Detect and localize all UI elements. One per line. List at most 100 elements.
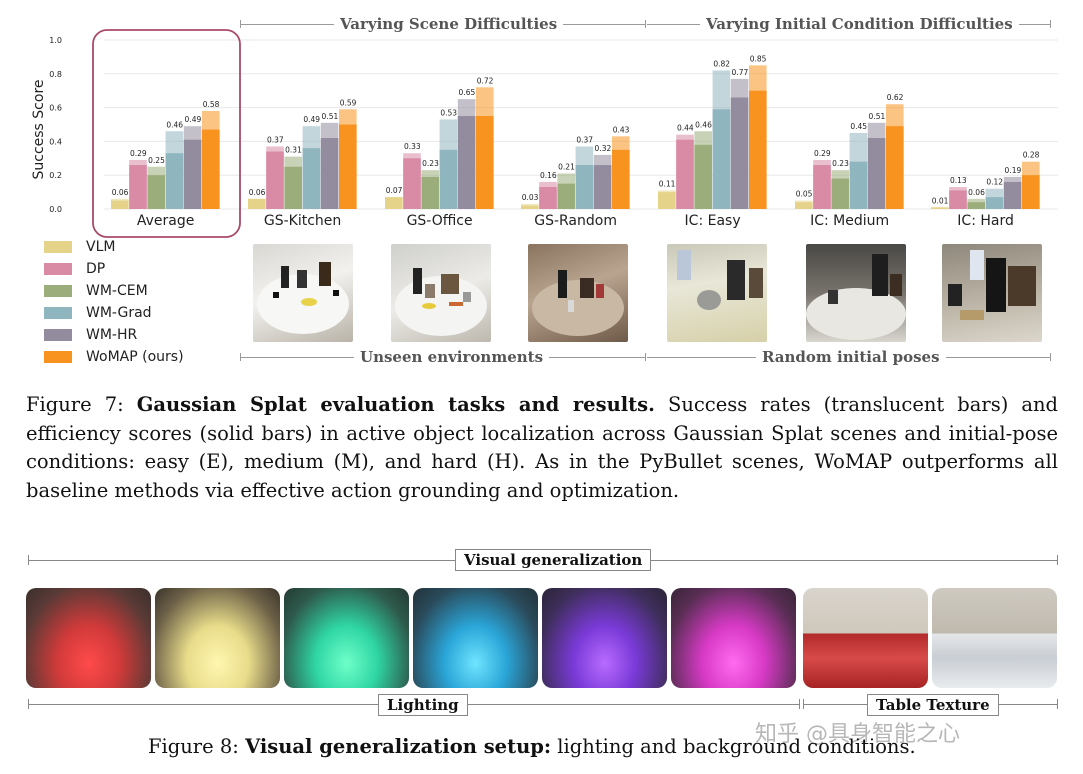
figure-8-title: Visual generalization setup: <box>245 735 552 758</box>
section-tick <box>645 353 646 361</box>
bar-efficiency <box>694 144 712 209</box>
thumbnail-gs-kitchen <box>253 244 353 342</box>
bar-efficiency <box>867 138 886 209</box>
legend-item: VLM <box>44 236 184 258</box>
data-label: 0.29 <box>814 149 831 158</box>
legend-label: WM-CEM <box>86 283 148 299</box>
bar-efficiency <box>521 205 539 209</box>
bar-efficiency <box>421 176 439 209</box>
data-label: 0.37 <box>576 135 593 144</box>
bar-efficiency <box>385 197 403 209</box>
data-label: 0.11 <box>659 179 676 188</box>
bar-efficiency <box>320 138 339 209</box>
category-label: IC: Easy <box>685 213 741 229</box>
bar-efficiency <box>457 116 476 209</box>
data-label: 0.12 <box>986 178 1003 187</box>
y-tick-label: 0.4 <box>49 137 62 146</box>
watermark: 知乎 @具身智能之心 <box>755 722 960 747</box>
category-label: GS-Random <box>534 213 617 229</box>
data-label: 0.01 <box>932 196 949 205</box>
section-label-unseen: Unseen environments <box>354 348 550 366</box>
legend-swatch <box>44 241 72 253</box>
bracket-tick <box>28 555 29 565</box>
thumbnail-gs-office <box>391 244 491 342</box>
lighting-photo-magenta <box>671 588 796 688</box>
y-tick-label: 0.2 <box>49 171 62 180</box>
section-label-initial: Varying Initial Condition Difficulties <box>700 15 1019 33</box>
data-label: 0.03 <box>522 193 539 202</box>
figure-8-caption: Figure 8: Visual generalization setup: l… <box>148 733 968 762</box>
data-label: 0.16 <box>540 171 557 180</box>
data-label: 0.31 <box>285 146 302 155</box>
data-label: 0.05 <box>796 190 813 199</box>
legend-item: WM-CEM <box>44 280 184 302</box>
bar-efficiency <box>403 158 421 209</box>
data-label: 0.53 <box>440 108 457 117</box>
data-label: 0.58 <box>203 100 220 109</box>
data-label: 0.72 <box>477 76 494 85</box>
bracket-tick <box>1057 699 1058 709</box>
bar-efficiency <box>831 178 849 209</box>
bar-efficiency <box>676 139 694 209</box>
thumbnail-gs-random <box>528 244 628 342</box>
data-label: 0.77 <box>732 68 749 77</box>
section-tick <box>240 20 241 28</box>
data-label: 0.62 <box>887 93 904 102</box>
section-tick <box>1050 353 1051 361</box>
y-tick-label: 1.0 <box>49 36 62 45</box>
bar-efficiency <box>575 165 594 209</box>
category-label: GS-Kitchen <box>264 213 341 229</box>
data-label: 0.29 <box>130 149 147 158</box>
category-label: GS-Office <box>407 213 473 229</box>
bar-efficiency <box>985 197 1004 209</box>
data-label: 0.21 <box>558 163 575 172</box>
lighting-photo-purple <box>542 588 667 688</box>
data-label: 0.06 <box>112 188 129 197</box>
chart-legend: VLM DP WM-CEM WM-Grad WM-HR WoMAP (ours) <box>44 236 184 368</box>
bar-efficiency <box>712 109 731 209</box>
lighting-label: Lighting <box>378 694 468 716</box>
bar-efficiency <box>539 187 557 209</box>
bar-efficiency <box>795 202 813 209</box>
data-label: 0.51 <box>322 112 339 121</box>
data-label: 0.28 <box>1023 151 1040 160</box>
bar-efficiency <box>248 198 266 209</box>
bar-efficiency <box>147 175 165 209</box>
legend-swatch <box>44 351 72 363</box>
figure-7-body: Success rates (translucent bars) and eff… <box>26 393 1059 502</box>
data-label: 0.06 <box>249 188 266 197</box>
section-label-random: Random initial poses <box>756 348 946 366</box>
bar-efficiency <box>266 151 284 209</box>
legend-swatch <box>44 307 72 319</box>
data-label: 0.13 <box>950 176 967 185</box>
bar-efficiency <box>557 183 575 209</box>
data-label: 0.23 <box>422 159 439 168</box>
data-label: 0.65 <box>459 88 476 97</box>
data-label: 0.44 <box>677 124 694 133</box>
thumbnail-ic-hard <box>942 244 1042 342</box>
lighting-photo-red <box>26 588 151 688</box>
bar-efficiency <box>339 124 357 209</box>
data-label: 0.46 <box>695 120 712 129</box>
thumbnail-ic-medium <box>806 244 906 342</box>
legend-swatch <box>44 263 72 275</box>
data-label: 0.23 <box>832 159 849 168</box>
section-label-scene: Varying Scene Difficulties <box>334 15 564 33</box>
figure-8-body: lighting and background conditions. <box>557 735 916 758</box>
data-label: 0.85 <box>750 54 767 63</box>
legend-label: WM-HR <box>86 327 138 343</box>
section-tick <box>240 353 241 361</box>
bar-efficiency <box>1022 175 1040 209</box>
legend-label: DP <box>86 261 106 277</box>
bar-efficiency <box>749 90 767 209</box>
bar-efficiency <box>1003 181 1022 209</box>
legend-swatch <box>44 329 72 341</box>
data-label: 0.49 <box>185 115 202 124</box>
bar-efficiency <box>302 148 321 209</box>
data-label: 0.49 <box>303 115 320 124</box>
bar-efficiency <box>165 153 184 209</box>
legend-label: WoMAP (ours) <box>86 349 184 365</box>
y-tick-label: 0.8 <box>49 70 62 79</box>
legend-item: DP <box>44 258 184 280</box>
